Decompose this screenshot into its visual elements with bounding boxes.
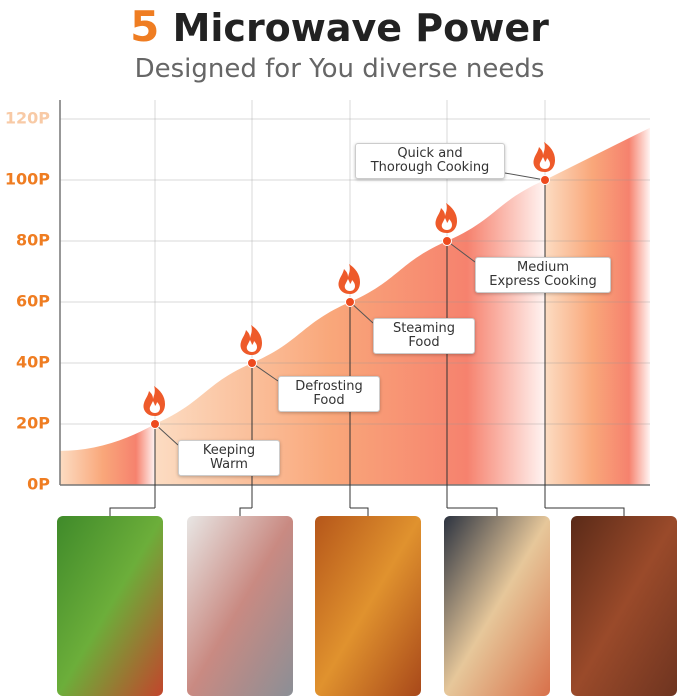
note-pointer [349,301,374,324]
connector [109,507,155,516]
food-image [315,516,421,696]
y-tick-label: 20P [16,414,50,433]
area-extension [545,127,650,485]
flame-icon [441,218,452,230]
connector [239,507,252,516]
food-image [187,516,293,696]
title-block: 5 Microwave Power [0,2,679,51]
annotation: Medium Express Cooking [475,257,611,293]
data-point [442,236,452,246]
annotation: Steaming Food [373,318,475,354]
chart-subtitle: Designed for You diverse needs [134,54,545,84]
y-tick-label: 0P [27,475,50,494]
food-images [57,516,677,696]
y-tick-label: 80P [16,231,50,250]
data-point [150,419,160,429]
area-extension [60,424,155,485]
annotation: Defrosting Food [278,376,380,412]
annotation: Keeping Warm [178,440,280,476]
food-image [444,516,550,696]
data-point [247,358,257,368]
annotation: Quick and Thorough Cooking [355,143,505,179]
flame-icon [344,279,355,291]
note-pointer [504,172,546,181]
y-tick-label: 40P [16,353,50,372]
y-tick-label: 60P [16,292,50,311]
data-point [540,175,550,185]
data-point [345,297,355,307]
note-pointer [446,240,476,263]
flame-icon [246,340,257,352]
flame-icon [149,401,160,413]
food-image [57,516,163,696]
connector [447,507,498,516]
y-tick-label: 120P [5,109,50,128]
y-tick-label: 100P [5,170,50,189]
chart-title: Microwave Power [172,6,549,50]
connector [350,507,369,516]
note-pointer [251,362,279,382]
note-pointer [154,423,179,446]
connector [545,507,625,516]
flame-icon [539,157,550,169]
title-number: 5 [130,2,160,51]
food-image [571,516,677,696]
